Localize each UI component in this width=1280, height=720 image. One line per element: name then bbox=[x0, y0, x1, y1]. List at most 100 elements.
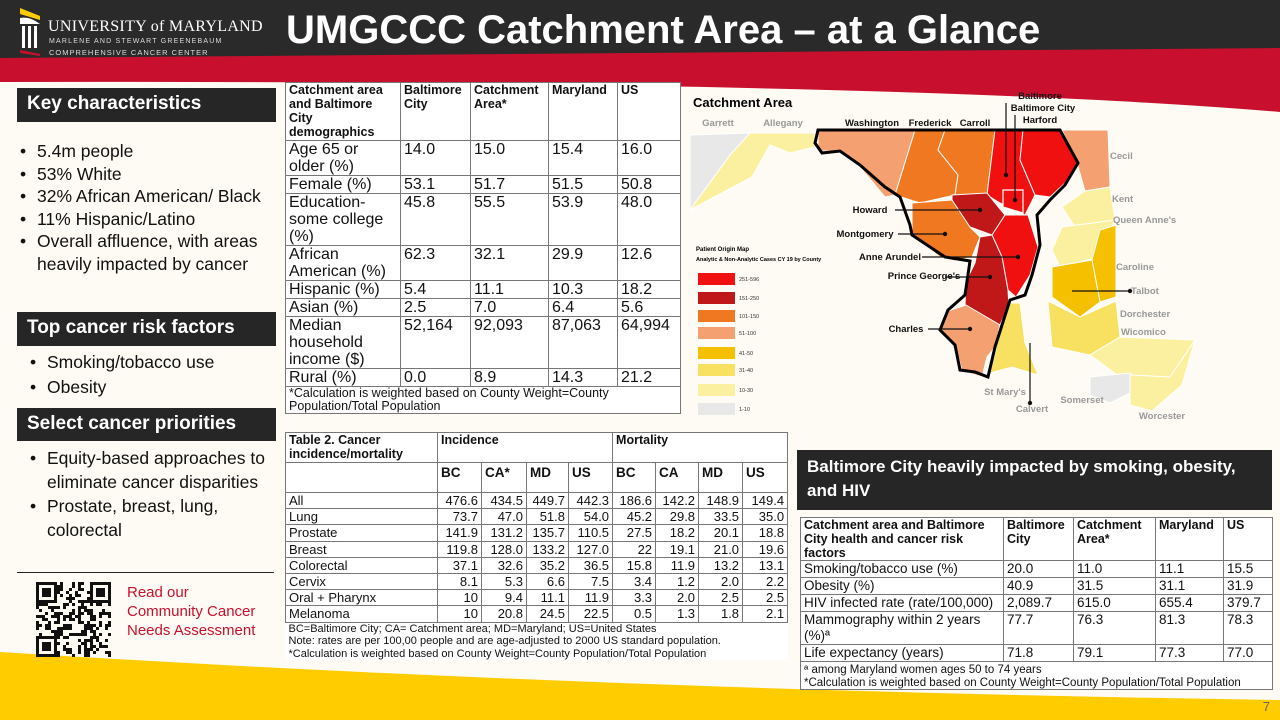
qr-module bbox=[72, 585, 75, 588]
qr-module bbox=[84, 630, 87, 633]
column-header: Catchment area and Baltimore City health… bbox=[800, 517, 1004, 561]
qr-module bbox=[90, 582, 93, 585]
cell-value: 21.0 bbox=[698, 540, 744, 558]
cell-value: 3.4 bbox=[612, 573, 657, 591]
column-header: US bbox=[1223, 517, 1273, 561]
table-row: Cervix 8.1 5.3 6.6 7.5 3.4 1.2 2.0 2.2 bbox=[285, 573, 789, 591]
qr-module bbox=[57, 591, 60, 594]
county-marker bbox=[1027, 400, 1033, 406]
legend-label: 1-10 bbox=[739, 407, 750, 413]
row-label: Life expectancy (years) bbox=[800, 644, 1004, 662]
cell-value: 476.6 bbox=[437, 491, 482, 510]
cell-value: 13.1 bbox=[742, 556, 789, 575]
cell-value: 128.0 bbox=[481, 540, 527, 558]
qr-module bbox=[48, 588, 51, 591]
qr-module bbox=[81, 621, 84, 624]
county-marker bbox=[987, 274, 993, 280]
qr-module bbox=[51, 630, 54, 633]
needs-assessment-link[interactable]: Read our Community Cancer Needs Assessme… bbox=[127, 584, 256, 639]
footnote: *Calculation is weighted based on County… bbox=[288, 647, 707, 660]
qr-module bbox=[84, 642, 87, 645]
cell-value: 22.5 bbox=[567, 605, 614, 623]
row-label: Median household income ($) bbox=[285, 316, 401, 369]
qr-module bbox=[54, 639, 57, 642]
qr-module bbox=[108, 654, 111, 657]
list-item: Prostate, breast, lung, colorectal bbox=[27, 494, 282, 542]
qr-module bbox=[63, 624, 66, 627]
qr-module bbox=[42, 594, 45, 597]
table-row: Oral + Pharynx 10 9.4 11.1 11.9 3.3 2.0 2.5 2.5 bbox=[285, 589, 789, 607]
qr-module bbox=[36, 582, 39, 585]
university-logo: UNIVERSITY of MARYLAND MARLENE AND STEWA… bbox=[14, 4, 263, 58]
qr-module bbox=[99, 582, 102, 585]
cell-value: 1.8 bbox=[698, 605, 744, 623]
table-row: Colorectal 37.1 32.6 35.2 36.5 15.8 11.9 13.2 13… bbox=[285, 556, 789, 575]
qr-module bbox=[72, 654, 75, 657]
qr-module bbox=[105, 645, 108, 648]
qr-module bbox=[105, 639, 108, 642]
footnote-row: *Calculation is weighted based on County… bbox=[285, 386, 681, 414]
qr-module bbox=[63, 606, 66, 609]
qr-module bbox=[39, 633, 42, 636]
qr-module bbox=[75, 591, 78, 594]
qr-module bbox=[36, 624, 39, 627]
qr-module bbox=[90, 600, 93, 603]
cell-value: 64,994 bbox=[617, 316, 681, 369]
cell-value: 119.8 bbox=[437, 540, 482, 558]
qr-module bbox=[57, 615, 60, 618]
logo-line3: COMPREHENSIVE CANCER CENTER bbox=[49, 48, 209, 57]
column-header: BC bbox=[612, 462, 657, 493]
qr-module bbox=[72, 618, 75, 621]
row-label: Prostate bbox=[285, 524, 438, 542]
cell-value: 3.3 bbox=[612, 589, 657, 607]
qr-code[interactable] bbox=[36, 582, 111, 657]
qr-module bbox=[57, 633, 60, 636]
qr-module bbox=[78, 612, 81, 615]
qr-module bbox=[90, 615, 93, 618]
risk-factors-heading: Top cancer risk factors bbox=[17, 312, 276, 346]
row-label: Smoking/tobacco use (%) bbox=[800, 560, 1004, 578]
qr-module bbox=[57, 630, 60, 633]
cell-value: 131.2 bbox=[481, 524, 527, 542]
qr-module bbox=[45, 618, 48, 621]
qr-module bbox=[57, 627, 60, 630]
qr-module bbox=[90, 645, 93, 648]
row-label: Cervix bbox=[285, 573, 438, 591]
qr-module bbox=[78, 594, 81, 597]
cell-value: 21.2 bbox=[617, 368, 681, 387]
qr-module bbox=[78, 651, 81, 654]
cancer-priorities-list: Equity-based approaches to eliminate can… bbox=[27, 446, 282, 542]
cell-value: 19.6 bbox=[742, 540, 789, 558]
qr-module bbox=[39, 654, 42, 657]
qr-module bbox=[36, 639, 39, 642]
row-label: Mammography within 2 years (%)ª bbox=[800, 611, 1004, 645]
qr-module bbox=[51, 636, 54, 639]
cell-value: 32.1 bbox=[470, 245, 549, 281]
qr-module bbox=[102, 582, 105, 585]
subheader-row: BC CA* MD US BC CA MD US bbox=[285, 462, 789, 493]
legend-swatch bbox=[698, 384, 735, 396]
qr-module bbox=[54, 648, 57, 651]
qr-module bbox=[108, 633, 111, 636]
qr-module bbox=[99, 621, 102, 624]
table-row: All 476.6 434.5 449.7 442.3 186.6 142.2 148.9 14… bbox=[285, 491, 789, 510]
county-marker bbox=[977, 207, 983, 213]
table-row: HIV infected rate (rate/100,000) 2,089.7 6… bbox=[800, 594, 1273, 612]
qr-module bbox=[51, 600, 54, 603]
column-header: US bbox=[567, 462, 614, 493]
qr-module bbox=[57, 642, 60, 645]
qr-module bbox=[96, 591, 99, 594]
risk-factors-list: Smoking/tobacco useObesity bbox=[27, 350, 287, 400]
header-row: Catchment area and Baltimore City health… bbox=[800, 517, 1273, 561]
cell-value: 16.0 bbox=[617, 140, 681, 176]
qr-module bbox=[42, 648, 45, 651]
qr-module bbox=[54, 588, 57, 591]
qr-module bbox=[69, 615, 72, 618]
qr-module bbox=[93, 582, 96, 585]
qr-module bbox=[69, 651, 72, 654]
dome-logo-icon bbox=[20, 8, 40, 56]
footnote: *Calculation is weighted based on County… bbox=[285, 386, 681, 414]
cell-value: 77.3 bbox=[1155, 644, 1224, 662]
qr-module bbox=[96, 582, 99, 585]
cell-value: 51.7 bbox=[470, 175, 549, 194]
